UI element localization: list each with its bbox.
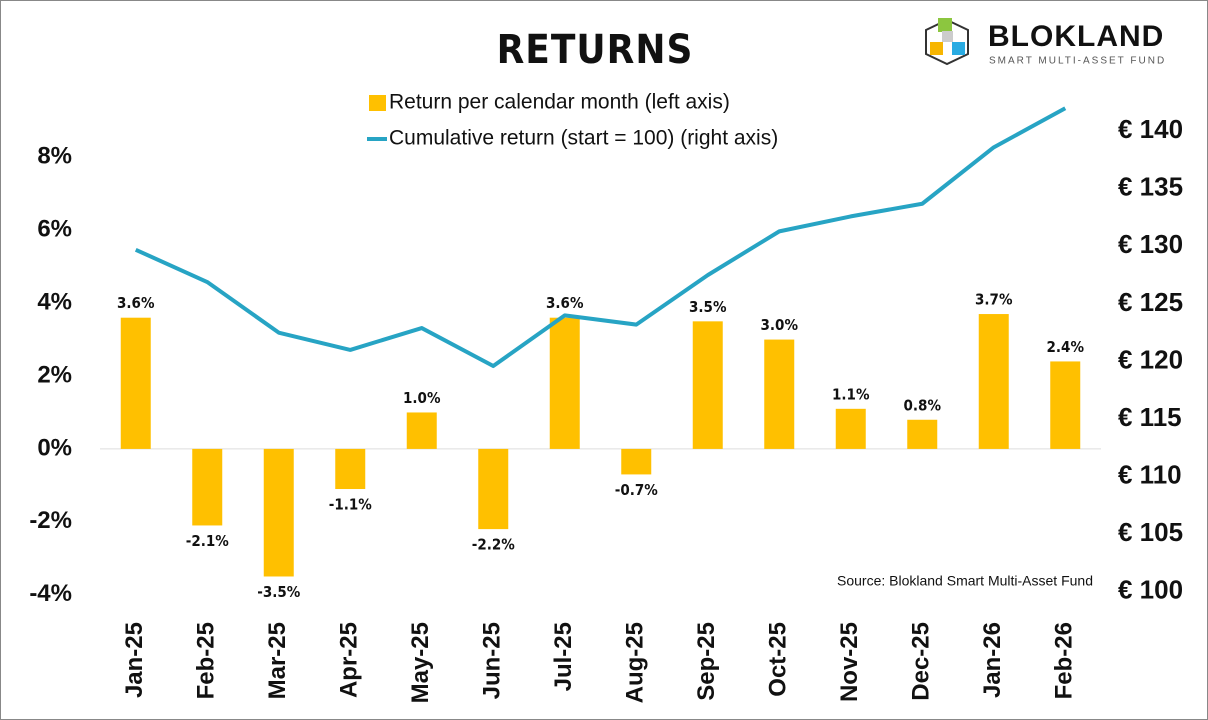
bar: [835, 408, 866, 449]
bar: [907, 419, 938, 449]
x-tick-label: Apr-25: [336, 622, 363, 698]
bar: [335, 448, 366, 490]
data-label: 3.6%: [117, 294, 155, 312]
y-tick-label: -4%: [29, 580, 72, 607]
x-tick-label: Nov-25: [836, 622, 863, 702]
line: [134, 106, 1067, 369]
x-tick-label: May-25: [407, 622, 434, 703]
bar: [1050, 361, 1081, 449]
logo-icon: [925, 18, 969, 66]
bar: [764, 339, 795, 449]
data-label: -0.7%: [615, 481, 659, 499]
y-tick-label: 8%: [37, 143, 72, 170]
y-tick-label: -2%: [29, 507, 72, 534]
x-tick-label: Aug-25: [622, 622, 649, 703]
y2-tick-label: € 130: [1118, 229, 1183, 259]
y-tick-label: 4%: [37, 288, 72, 315]
x-tick-label: Mar-25: [264, 622, 291, 699]
y2-tick-label: € 115: [1118, 402, 1182, 432]
y-tick-label: 2%: [37, 361, 72, 388]
data-label: 2.4%: [1047, 338, 1085, 356]
bar: [120, 317, 151, 449]
bar: [263, 448, 294, 577]
legend-swatch: [369, 95, 386, 111]
data-label: 1.1%: [832, 385, 870, 403]
legend-label: Cumulative return (start = 100) (right a…: [389, 127, 778, 150]
x-tick-label: Sep-25: [693, 622, 720, 701]
x-tick-label: Jun-25: [479, 622, 506, 699]
bar: [978, 314, 1009, 449]
bar: [621, 448, 652, 475]
y-tick-label: 0%: [37, 434, 72, 461]
data-label: 3.5%: [689, 298, 727, 316]
data-label: -1.1%: [329, 496, 373, 514]
data-label: -2.2%: [472, 536, 516, 554]
x-tick-label: Dec-25: [908, 622, 935, 701]
x-tick-label: Feb-26: [1051, 622, 1078, 699]
bar: [692, 321, 723, 449]
x-tick-label: Feb-25: [193, 622, 220, 699]
data-label: 0.8%: [904, 396, 942, 414]
chart-title: RETURNS: [497, 27, 694, 73]
x-tick-label: Jul-25: [550, 622, 577, 691]
x-tick-label: Jan-26: [979, 622, 1006, 698]
bar: [406, 412, 437, 449]
data-label: 3.7%: [975, 291, 1013, 309]
y2-tick-label: € 125: [1118, 287, 1183, 317]
y2-tick-label: € 100: [1118, 575, 1183, 605]
y2-tick-label: € 110: [1118, 459, 1182, 489]
data-label: 3.6%: [546, 294, 584, 312]
data-label: 3.0%: [761, 316, 799, 334]
bar: [192, 448, 223, 526]
data-label: -3.5%: [257, 583, 301, 601]
y2-tick-label: € 120: [1118, 344, 1183, 374]
y2-tick-label: € 105: [1118, 517, 1183, 547]
y2-tick-label: € 135: [1118, 172, 1183, 202]
brand-tagline: SMART MULTI-ASSET FUND: [989, 56, 1166, 67]
y-tick-label: 6%: [37, 216, 72, 243]
legend-label: Return per calendar month (left axis): [389, 91, 730, 114]
x-tick-label: Jan-25: [121, 622, 148, 698]
brand-name: BLOKLAND: [988, 20, 1164, 53]
x-tick-label: Oct-25: [765, 622, 792, 697]
bar: [478, 448, 509, 530]
bar: [549, 317, 580, 449]
y2-tick-label: € 140: [1118, 114, 1183, 144]
source: Source: Blokland Smart Multi-Asset Fund: [837, 573, 1093, 589]
data-label: 1.0%: [403, 389, 441, 407]
data-label: -2.1%: [186, 532, 230, 550]
